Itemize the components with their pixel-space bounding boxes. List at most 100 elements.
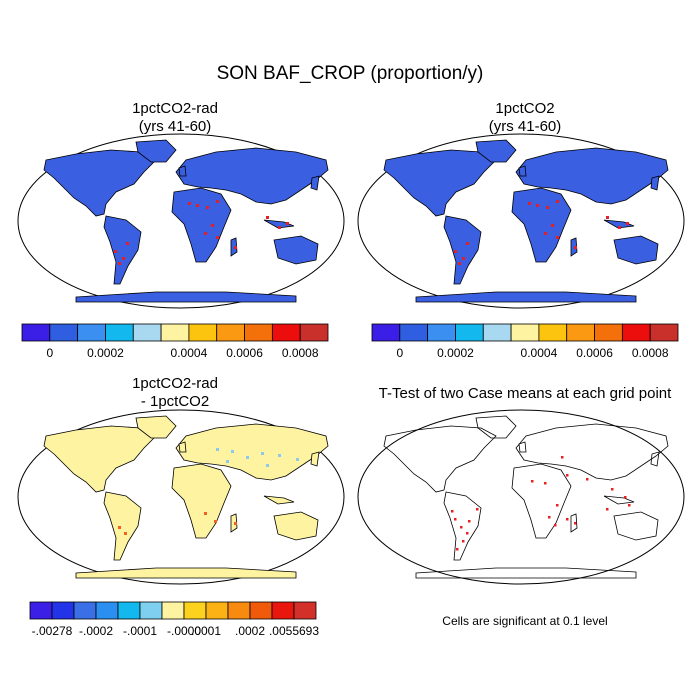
colorbar-tick-label: 0.0006 [576,346,613,360]
colorbar-swatch [95,601,119,620]
landmass-uk [518,165,527,177]
significant-cell [456,548,459,551]
high-value-cell [118,262,121,265]
landmass-greenland [475,415,517,439]
high-value-cell [211,224,214,227]
panel-title-line2: (yrs 41-60) [488,118,562,135]
landmass-africa [171,463,232,539]
landmass-southAmerica [443,215,482,285]
significant-cell [476,508,479,511]
map-top-left [17,133,345,309]
colorbar-tick-label: 0.0002 [87,346,124,360]
colorbar-swatch [293,601,317,620]
negative-diff-cell [226,460,229,463]
landmass-australia [273,235,319,265]
high-value-cell [556,200,559,203]
landmass-northAmerica [43,149,157,217]
landmass-japan [650,175,660,191]
significant-cell [531,480,534,483]
significant-cell [566,518,569,521]
positive-diff-cell [124,532,127,535]
landmass-northAmerica [383,425,497,493]
landmass-africa [511,187,572,263]
colorbar-bottom-left: -.00278 -.0002 -.0001 -.0000.0001 .0002 .0055… [29,601,319,638]
landmass-japan [650,451,660,467]
panel-title-bottom-left: 1pctCO2-rad - 1pctCO2 [75,375,275,411]
positive-diff-cell [204,512,207,515]
landmass-eurasia [515,423,669,481]
high-value-cell [606,216,609,219]
colorbar-swatch [227,601,251,620]
panel-title-top-left: 1pctCO2-rad (yrs 41-60) [75,100,275,136]
high-value-cell [626,222,629,225]
significant-cell [586,478,589,481]
colorbar-swatch [371,323,401,342]
colorbar-swatch [188,323,218,342]
landmass-southAmerica [103,215,142,285]
landmass-indonesia [603,495,635,505]
landmass-eurasia [175,423,329,481]
colorbar-swatch [566,323,595,342]
colorbar-tick-label: .0055693 [269,624,319,638]
negative-diff-cell [261,452,264,455]
colorbar-swatch [183,601,207,620]
figure-title: SON BAF_CROP (proportion/y) [216,63,484,84]
colorbar-swatch [117,601,141,620]
map-bottom-right [357,409,685,585]
landmass-uk [518,441,527,453]
negative-diff-cell [246,456,249,459]
high-value-cell [618,226,621,229]
significant-cell [554,524,557,527]
panel-title-line1: 1pctCO2 [495,100,555,117]
map-top-right [357,133,685,309]
significant-cell [561,456,564,459]
landmass-antarctica [415,291,637,303]
high-value-cell [206,206,209,209]
landmass-uk [178,441,187,453]
landmass-indonesia [263,495,295,505]
colorbar-swatch [160,323,190,342]
negative-diff-cell [296,458,299,461]
high-value-cell [126,242,129,245]
significant-cell [451,510,454,513]
negative-diff-cell [266,464,269,467]
colorbar-tick-label: 0.0008 [632,346,669,360]
high-value-cell [122,257,125,260]
colorbar-swatch [139,601,163,620]
landmass-southAmerica [443,491,482,561]
map-bottom-left [17,409,345,585]
colorbar-swatch [29,601,53,620]
panel-title-line2: - 1pctCO2 [140,393,210,410]
panel-title-line1: 1pctCO2-rad [132,100,218,117]
high-value-cell [188,202,191,205]
landmass-eurasia [515,147,669,205]
landmass-southAmerica [103,491,142,561]
high-value-cell [234,246,237,249]
high-value-cell [466,242,469,245]
landmass-antarctica [415,567,637,579]
colorbar-swatch [51,601,75,620]
colorbar-tick-label: -.00278 [32,624,73,638]
landmass-antarctica [75,567,297,579]
landmass-greenland [475,139,517,163]
colorbar-tick-label: 0.0006 [226,346,263,360]
landmass-madagascar [570,513,578,533]
landmass-greenland [135,139,177,163]
panel-title-bottom-right: T-Test of two Case means at each grid po… [378,385,672,402]
colorbar-swatch [538,323,568,342]
colorbar-tick-label: -.0000 [167,624,201,638]
high-value-cell [278,226,281,229]
significance-note: Cells are significant at 0.1 level [442,614,608,628]
high-value-cell [196,204,199,207]
positive-diff-cell [214,520,217,523]
colorbar-swatch [482,323,512,342]
high-value-cell [544,232,547,235]
landmass-australia [613,235,659,265]
panel-title-line1: 1pctCO2-rad [132,375,218,392]
colorbar-swatch [216,323,245,342]
landmass-australia [613,511,659,541]
colorbar-tick-label: 0 [396,346,403,360]
high-value-cell [204,232,207,235]
colorbar-swatch [271,601,295,620]
colorbar-swatch [455,323,484,342]
